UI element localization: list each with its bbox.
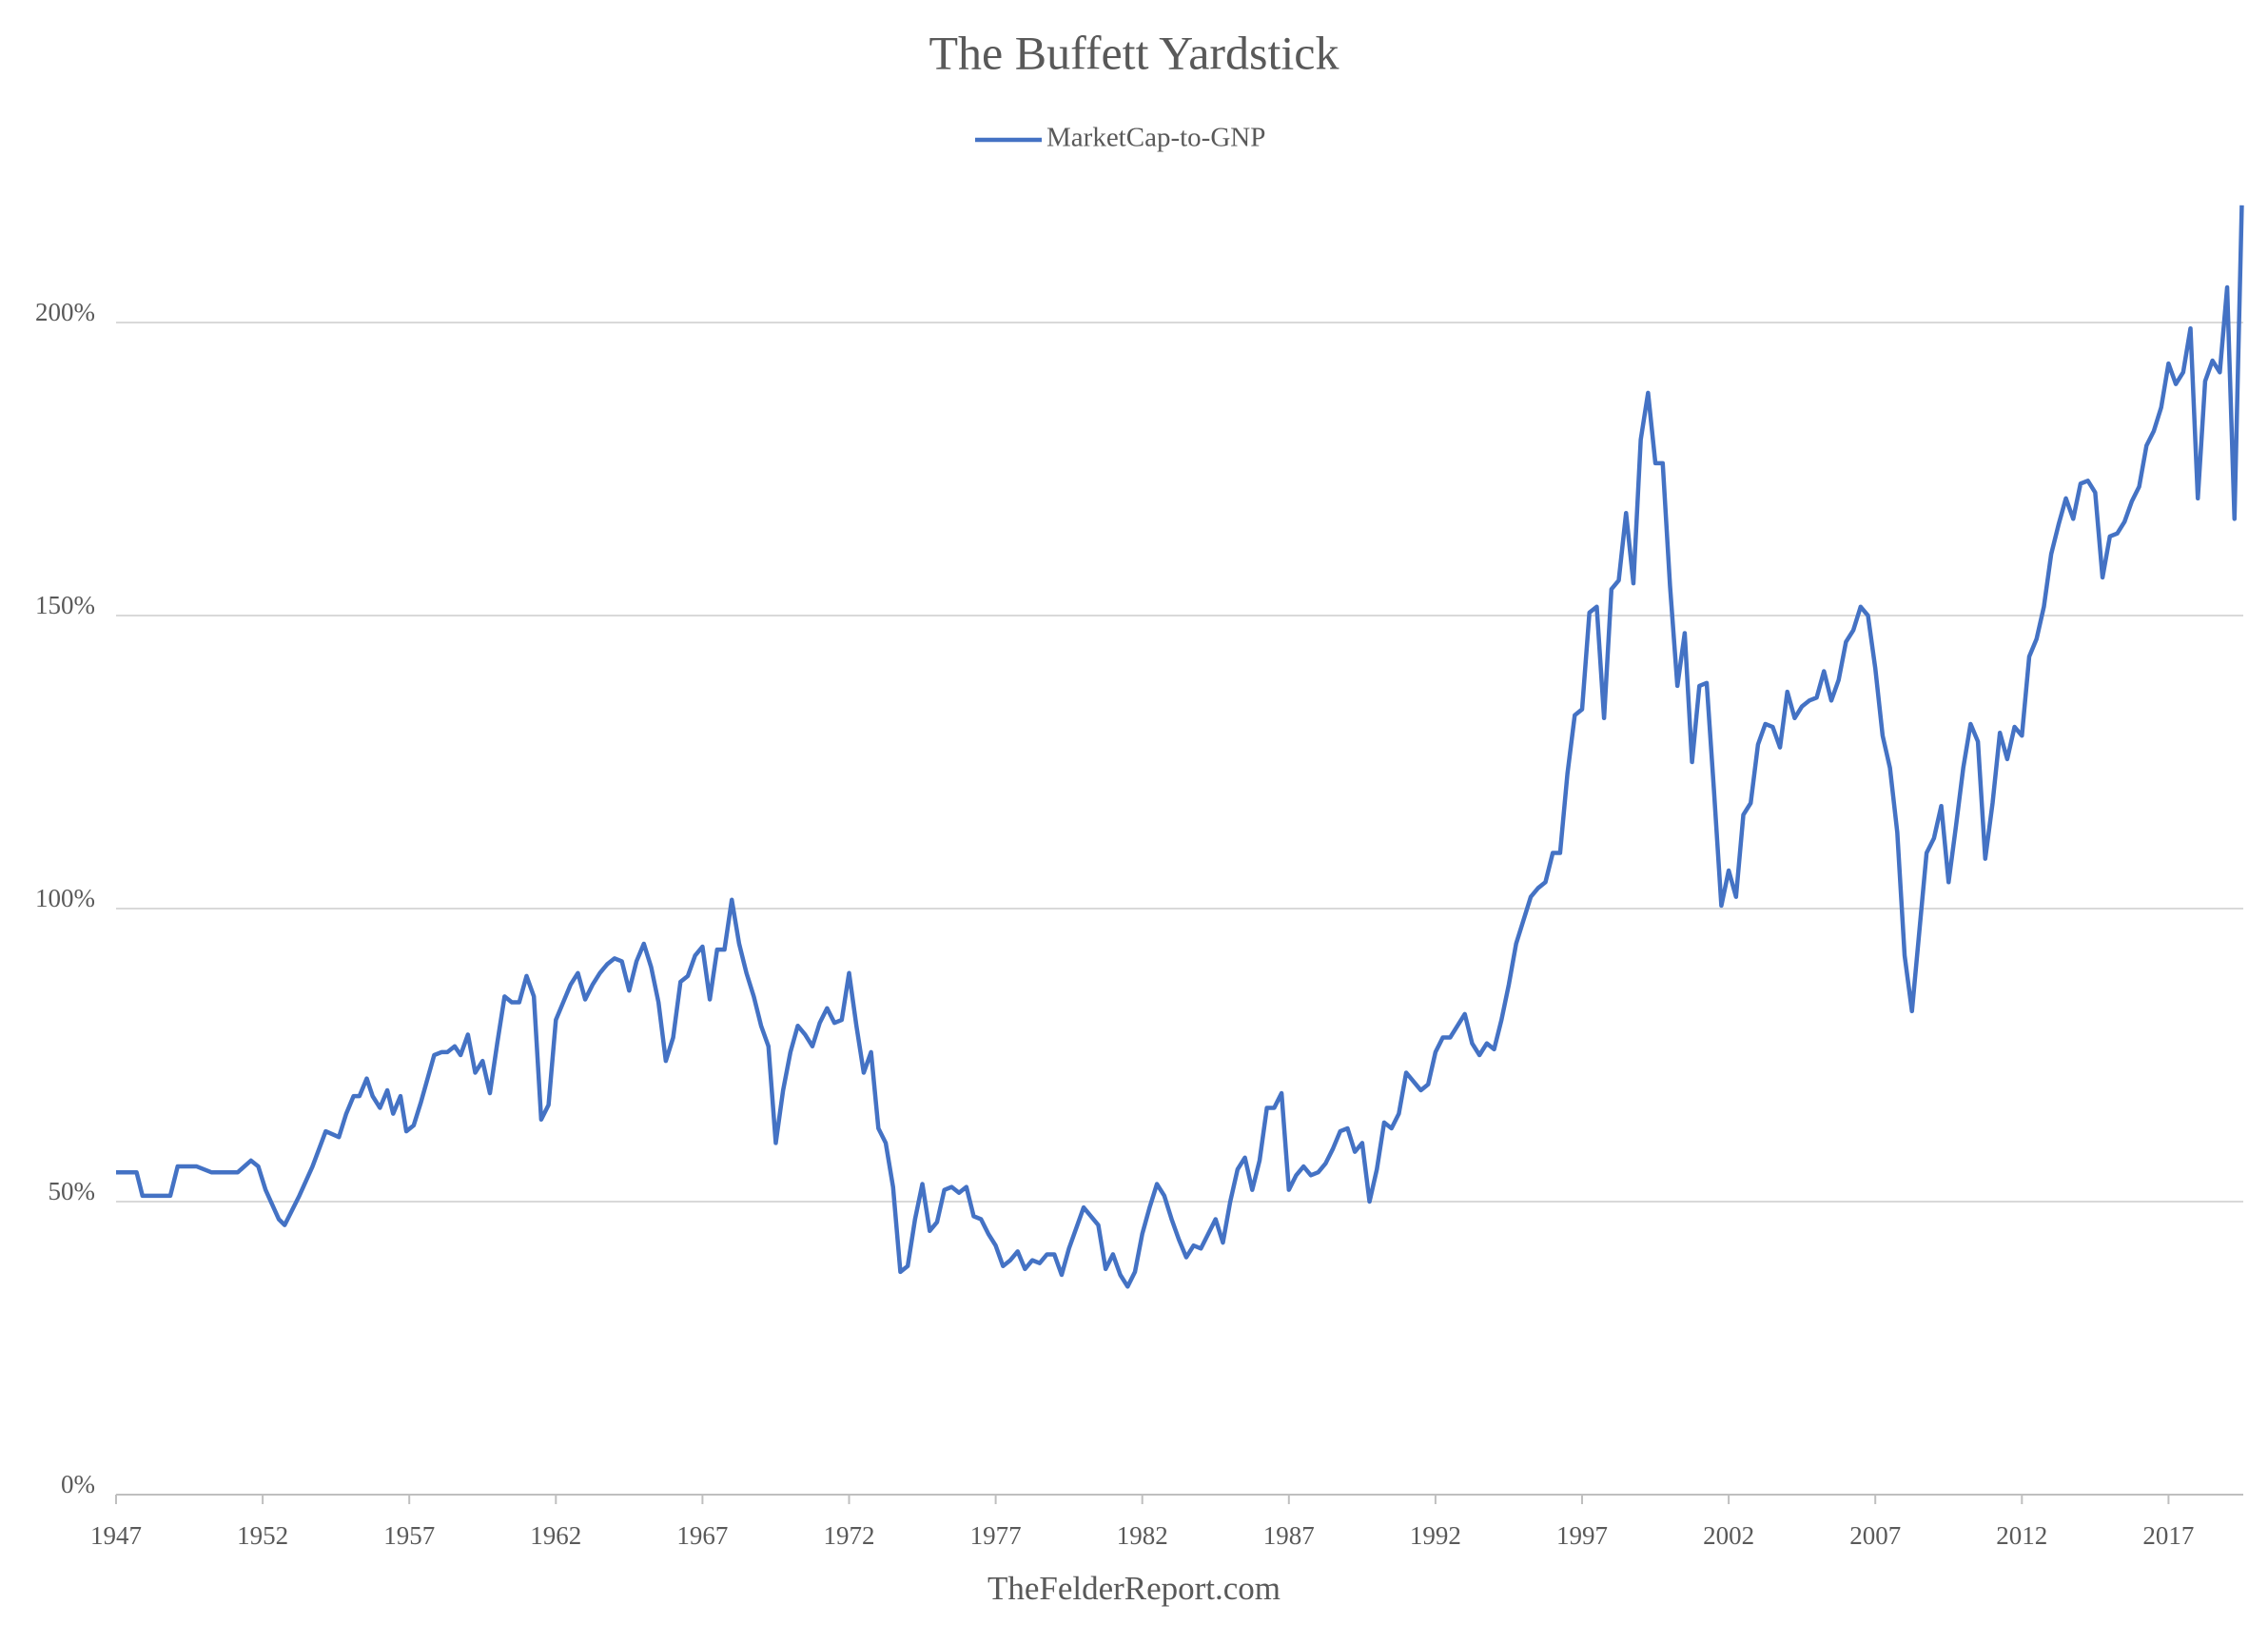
x-tick-label: 1977	[970, 1521, 1022, 1550]
y-tick-label: 100%	[35, 884, 95, 912]
x-tick-label: 1997	[1556, 1521, 1608, 1550]
y-tick-label: 150%	[35, 591, 95, 619]
x-tick-label: 1947	[90, 1521, 142, 1550]
x-tick-label: 2002	[1703, 1521, 1754, 1550]
data-line	[116, 205, 2244, 1289]
x-tick-label: 1992	[1410, 1521, 1461, 1550]
source-note: TheFelderReport.com	[987, 1570, 1281, 1607]
x-tick-label: 2007	[1849, 1521, 1901, 1550]
x-tick-label: 1982	[1117, 1521, 1168, 1550]
x-tick-label: 1952	[237, 1521, 288, 1550]
x-tick-label: 2012	[1996, 1521, 2047, 1550]
y-tick-label: 0%	[61, 1470, 95, 1498]
x-tick-label: 1967	[676, 1521, 728, 1550]
x-tick-label: 1957	[383, 1521, 435, 1550]
y-tick-label: 200%	[35, 298, 95, 326]
x-tick-label: 1962	[530, 1521, 581, 1550]
x-tick-label: 1972	[824, 1521, 875, 1550]
x-tick-label: 1987	[1263, 1521, 1315, 1550]
y-tick-label: 50%	[49, 1177, 96, 1205]
chart-title: The Buffett Yardstick	[929, 26, 1339, 79]
x-tick-label: 2017	[2142, 1521, 2194, 1550]
legend-label: MarketCap-to-GNP	[1046, 123, 1265, 153]
